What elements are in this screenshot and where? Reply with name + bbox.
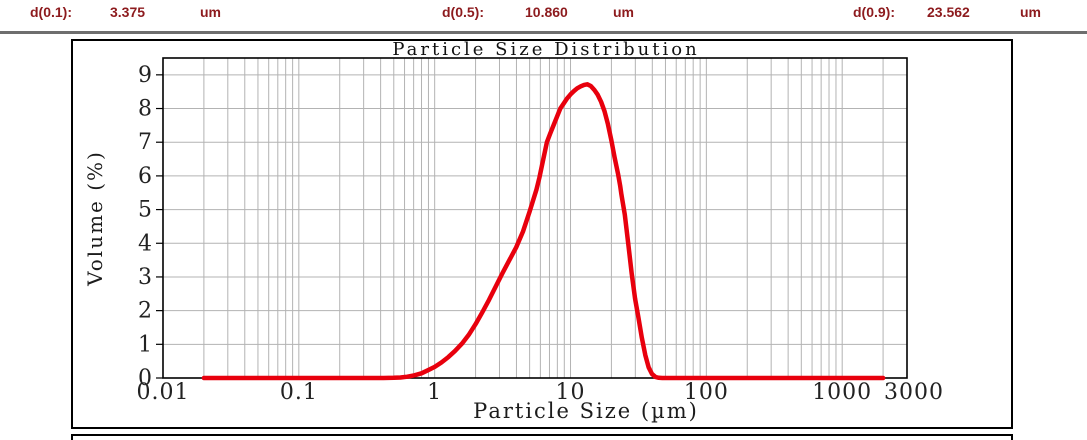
d50-value: 10.860 — [525, 4, 568, 20]
x-tick-label: 10 — [556, 380, 586, 405]
y-tick-label: 2 — [138, 299, 152, 324]
plot-border — [162, 57, 908, 379]
chart-title: Particle Size Distribution — [392, 39, 700, 60]
d90-label: d(0.9): — [853, 4, 895, 20]
y-tick-label: 9 — [138, 63, 152, 88]
x-tick-label: 1000 — [812, 380, 872, 405]
x-tick-label: 3000 — [884, 380, 944, 405]
y-tick-label: 6 — [138, 164, 152, 189]
x-tick-label: 100 — [684, 380, 729, 405]
chart-outer-frame — [71, 39, 1013, 429]
d10-label: d(0.1): — [30, 4, 72, 20]
x-axis-title: Particle Size (µm) — [473, 399, 699, 423]
next-section-top-edge — [71, 434, 1013, 440]
y-tick-label: 7 — [138, 130, 152, 155]
y-tick-label: 4 — [138, 231, 152, 256]
d90-value: 23.562 — [927, 4, 970, 20]
y-tick-label: 5 — [138, 198, 152, 223]
x-tick-label: 0.01 — [137, 380, 190, 405]
d50-unit: um — [613, 4, 634, 20]
distribution-curve — [201, 82, 886, 381]
y-tick-label: 3 — [138, 265, 152, 290]
y-tick-label: 1 — [138, 332, 152, 357]
x-tick-label: 0.1 — [280, 380, 318, 405]
y-tick-label: 0 — [138, 366, 152, 391]
y-tick-label: 8 — [138, 97, 152, 122]
d10-value: 3.375 — [110, 4, 146, 20]
d90-unit: um — [1020, 4, 1041, 20]
header-separator-line — [0, 31, 1087, 34]
d50-label: d(0.5): — [442, 4, 484, 20]
d10-unit: um — [200, 4, 221, 20]
x-tick-label: 1 — [427, 380, 442, 405]
